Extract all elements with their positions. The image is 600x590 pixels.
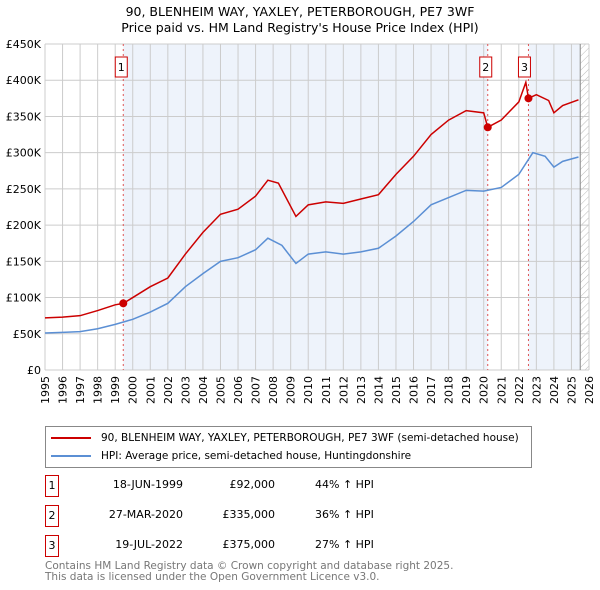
x-tick-label: 2007 [250,376,263,404]
sale-row: 3 19-JUL-2022 £375,000 27% ↑ HPI [45,535,545,557]
x-tick-label: 2015 [390,376,403,404]
y-tick-label: £250K [6,183,42,196]
x-tick-label: 2018 [443,376,456,404]
sale-hpi-change: 36% ↑ HPI [315,508,374,521]
x-tick-label: 2006 [232,376,245,404]
sale-price: £92,000 [229,478,276,491]
sale-hpi-change: 44% ↑ HPI [315,478,374,491]
sale-date: 27-MAR-2020 [108,508,183,521]
footer: Contains HM Land Registry data © Crown c… [45,561,453,583]
legend-swatch [51,455,91,457]
y-tick-label: £50K [13,328,42,341]
legend-label: 90, BLENHEIM WAY, YAXLEY, PETERBOROUGH, … [101,432,519,444]
sale-label-box [479,56,493,78]
price-chart: 1995 1996 1997 1998 1999 2000 2001 2002 2003 2004… [6,38,596,404]
series-line [44,151,579,334]
legend-item-hpi: HPI: Average price, semi-detached house,… [51,448,411,464]
x-tick-label: 2003 [179,376,192,404]
x-tick-label: 1998 [92,376,105,404]
legend-item-property: 90, BLENHEIM WAY, YAXLEY, PETERBOROUGH, … [51,430,519,446]
chart-subtitle: Price paid vs. HM Land Registry's House … [121,20,479,35]
chart-title: 90, BLENHEIM WAY, YAXLEY, PETERBOROUGH, … [125,4,475,19]
x-tick-label: 2002 [162,376,175,404]
x-tick-label: 1999 [109,376,122,404]
y-tick-label: £300K [6,147,42,160]
x-tick-label: 2009 [285,376,298,404]
sale-row: 2 27-MAR-2020 £335,000 36% ↑ HPI [45,505,545,527]
sale-date: 18-JUN-1999 [112,478,183,491]
sale-label: 1 [118,61,125,74]
sale-label-box [114,56,128,78]
y-tick-label: £150K [6,255,42,268]
x-tick-label: 2025 [565,376,578,404]
x-tick-label: 2024 [548,376,561,404]
x-tick-label: 2001 [144,376,157,404]
x-tick-label: 2010 [302,376,315,404]
x-tick-label: 2026 [583,376,596,404]
x-tick-label: 2020 [478,376,491,404]
x-tick-label: 2004 [197,376,210,404]
x-tick-label: 2013 [355,376,368,404]
x-tick-label: 2005 [214,376,227,404]
x-tick-label: 2014 [372,376,385,404]
sale-number: 2 [45,505,59,527]
sale-point [483,123,492,132]
sale-point [119,299,128,308]
footer-line: This data is licensed under the Open Gov… [45,571,380,583]
sale-row: 1 18-JUN-1999 £92,000 44% ↑ HPI [45,475,545,497]
x-tick-label: 2021 [495,376,508,404]
legend-label: HPI: Average price, semi-detached house,… [101,450,412,462]
x-tick-label: 2017 [425,376,438,404]
forecast-hatch [580,44,589,370]
sale-label-box [517,56,531,78]
x-tick-label: 2023 [530,376,543,404]
legend-swatch [51,437,91,439]
sale-label: 3 [521,61,528,74]
y-tick-label: £400K [6,74,42,87]
y-tick-label: £350K [6,110,42,123]
x-tick-label: 2012 [337,376,350,404]
sale-label: 2 [482,61,489,74]
y-tick-label: £100K [6,292,42,305]
y-tick-label: £200K [6,219,42,232]
x-tick-label: 2022 [513,376,526,404]
x-tick-label: 2008 [267,376,280,404]
x-tick-label: 1997 [74,376,87,404]
x-tick-label: 1996 [57,376,70,404]
x-tick-label: 2019 [460,376,473,404]
x-tick-label: 2011 [320,376,333,404]
x-tick-label: 2016 [408,376,421,404]
sale-date: 19-JUL-2022 [115,538,183,551]
legend: 90, BLENHEIM WAY, YAXLEY, PETERBOROUGH, … [45,426,532,468]
sale-number: 3 [45,535,59,557]
x-tick-label: 2000 [127,376,140,404]
series-line [44,79,579,319]
sale-number: 1 [45,475,59,497]
y-tick-label: £450K [6,38,42,51]
y-tick-label: £0 [27,364,41,377]
sale-hpi-change: 27% ↑ HPI [315,538,374,551]
x-tick-label: 1995 [39,376,52,404]
footer-line: Contains HM Land Registry data © Crown c… [45,560,454,572]
sale-point [524,94,533,103]
sale-price: £375,000 [222,538,276,551]
sale-price: £335,000 [222,508,276,521]
